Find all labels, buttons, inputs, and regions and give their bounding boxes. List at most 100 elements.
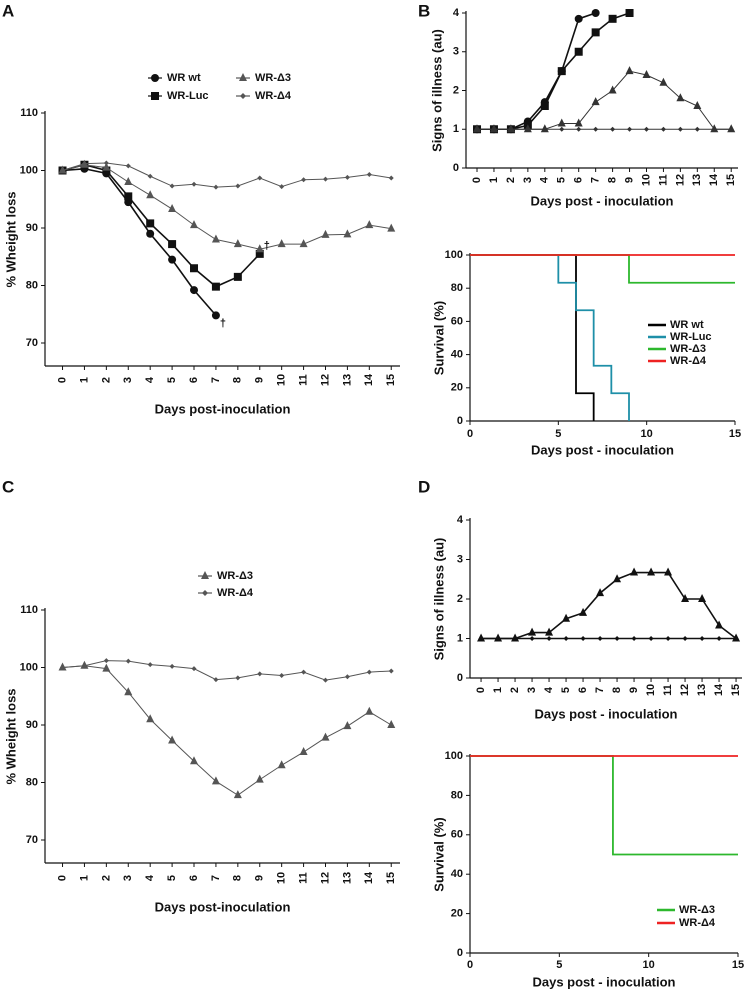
marker: [211, 776, 220, 785]
marker: [630, 567, 639, 576]
x-tick-label: 5: [555, 428, 561, 440]
y-tick-label: 80: [26, 279, 38, 291]
marker: [168, 240, 177, 249]
annotation: †: [264, 240, 270, 252]
marker: [344, 674, 350, 680]
marker: [365, 706, 374, 715]
y-tick-label: 70: [26, 337, 38, 349]
legend-label: WR-Δ3: [217, 570, 253, 582]
y-tick-label: 4: [457, 514, 464, 526]
y-tick-label: 100: [20, 164, 38, 176]
marker: [643, 126, 649, 132]
x-tick-label: 12: [319, 374, 331, 386]
y-tick-label: 40: [451, 868, 463, 880]
x-tick-label: 0: [471, 177, 483, 183]
x-tick-label: 2: [509, 687, 521, 693]
marker: [277, 239, 286, 248]
legend-label: WR-Δ4: [255, 90, 292, 102]
y-tick-label: 80: [451, 789, 463, 801]
survival-line: [470, 755, 738, 856]
x-tick-label: 13: [691, 174, 703, 186]
marker: [240, 93, 246, 99]
marker: [542, 126, 548, 132]
marker: [233, 272, 242, 281]
legend-label: WR-Δ4: [670, 355, 707, 367]
marker: [682, 636, 688, 641]
marker: [169, 663, 175, 669]
x-tick-label: 14: [708, 173, 720, 186]
y-tick-label: 60: [451, 829, 463, 841]
marker: [576, 126, 582, 132]
x-tick-label: 15: [385, 872, 397, 884]
marker: [213, 184, 219, 190]
marker: [676, 93, 685, 102]
x-tick-label: 13: [696, 684, 708, 696]
marker: [211, 234, 220, 243]
marker: [233, 239, 242, 248]
x-tick-label: 14: [713, 683, 725, 696]
x-tick-label: 3: [522, 177, 534, 183]
series-line: [62, 163, 261, 288]
marker: [239, 73, 247, 81]
legend-label: WR-Luc: [167, 90, 209, 102]
marker: [343, 721, 352, 730]
y-tick-label: 20: [451, 908, 463, 920]
series-line: [62, 162, 392, 188]
marker: [81, 161, 87, 167]
marker: [715, 620, 724, 629]
y-tick-label: 3: [457, 553, 463, 565]
x-tick-label: 6: [188, 875, 200, 881]
marker: [608, 85, 617, 94]
marker: [525, 126, 531, 132]
x-tick-label: 3: [526, 687, 538, 693]
marker: [665, 636, 671, 641]
marker: [213, 677, 219, 683]
x-tick-label: 10: [276, 374, 288, 386]
x-tick-label: 4: [543, 686, 555, 693]
x-tick-label: 7: [210, 377, 222, 383]
marker: [614, 636, 620, 641]
marker: [574, 47, 583, 56]
marker: [557, 118, 566, 127]
marker: [642, 70, 651, 78]
x-tick-label: 7: [590, 177, 602, 183]
marker: [591, 97, 600, 106]
x-axis-label: Days post - inoculation: [534, 706, 677, 721]
marker: [562, 613, 571, 622]
x-tick-label: 15: [725, 174, 737, 186]
marker: [388, 668, 394, 674]
panel-label: B: [418, 1, 430, 20]
x-tick-label: 12: [319, 872, 331, 884]
x-tick-label: 11: [657, 174, 669, 186]
marker: [366, 669, 372, 675]
marker: [190, 264, 199, 273]
marker: [580, 636, 586, 641]
x-tick-label: 5: [166, 875, 178, 881]
marker: [387, 720, 396, 728]
y-tick-label: 1: [457, 632, 463, 644]
panel-label: C: [2, 477, 14, 496]
y-tick-label: 0: [457, 672, 463, 684]
x-tick-label: 1: [492, 687, 504, 693]
x-tick-label: 8: [606, 177, 618, 183]
marker: [279, 184, 285, 190]
marker: [343, 229, 352, 238]
y-tick-label: 20: [451, 382, 463, 394]
x-tick-label: 5: [556, 177, 568, 183]
marker: [191, 181, 197, 187]
legend-label: WR-Δ4: [679, 917, 716, 929]
marker: [366, 172, 372, 178]
x-tick-label: 6: [573, 177, 585, 183]
marker: [190, 756, 199, 765]
x-axis-label: Days post - inoculation: [531, 442, 674, 457]
x-tick-label: 13: [341, 872, 353, 884]
y-axis-label: % Wheight loss: [3, 191, 18, 287]
x-tick-label: 9: [628, 687, 640, 693]
marker: [279, 673, 285, 679]
x-tick-label: 3: [122, 875, 134, 881]
x-axis-label: Days post - inoculation: [530, 193, 673, 208]
x-tick-label: 6: [577, 687, 589, 693]
legend-label: WR-Δ3: [679, 904, 715, 916]
x-tick-label: 9: [254, 875, 266, 881]
series-line: [62, 660, 392, 681]
